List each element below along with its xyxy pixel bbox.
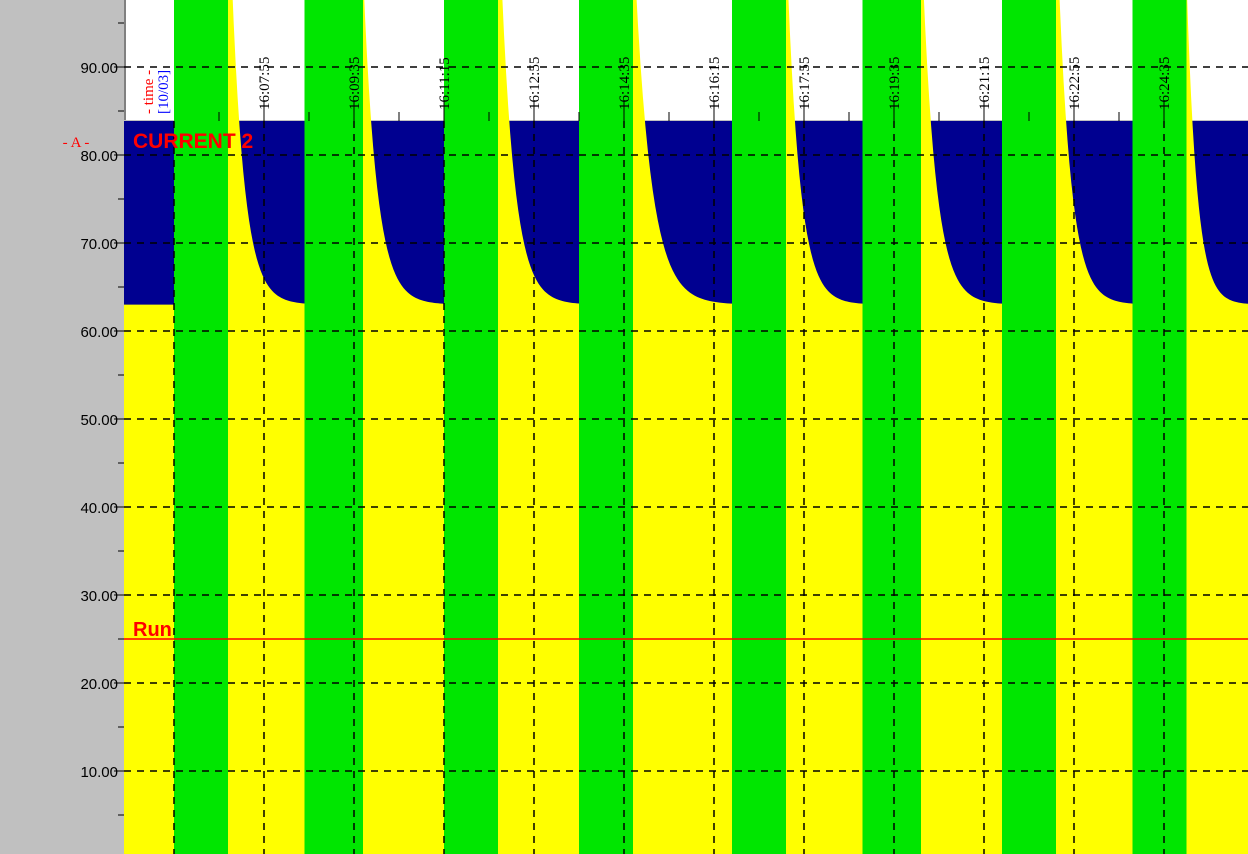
y-axis-tick-labels: 10.00 20.00 30.00 40.00 50.00 60.00 70.00 80.00… (80, 22, 124, 816)
value-axis-ruler[interactable] (0, 121, 122, 854)
y-tick-label: 80.00 (80, 148, 118, 165)
unload-area (124, 0, 1248, 854)
load-bar (304, 0, 363, 854)
x-tick-label: 16:19:35 (887, 57, 903, 110)
grid-lines (124, 66, 1248, 854)
y-axis-unit-label: - A - (63, 135, 90, 151)
threshold-label-run: Run (133, 619, 172, 641)
y-tick-label: 30.00 (80, 588, 118, 605)
x-tick-label: 16:17:55 (797, 57, 813, 110)
threshold-lines: LoadUnloadRun (124, 619, 1248, 641)
load-bar (174, 0, 228, 854)
x-tick-label: 16:14:35 (617, 57, 633, 110)
x-tick-label: 16:24:35 (1157, 57, 1173, 110)
y-tick-label: 50.00 (80, 412, 118, 429)
x-tick-label: 16:16:15 (707, 57, 723, 110)
load-bar (444, 0, 498, 854)
x-tick-label: 16:12:55 (527, 57, 543, 110)
chart-title: CURRENT 2 (133, 130, 253, 153)
y-tick-label: 60.00 (80, 324, 118, 341)
load-bar (732, 0, 786, 854)
x-tick-label: 16:09:35 (347, 57, 363, 110)
x-tick-label: 16:21:15 (977, 57, 993, 110)
date-label: [10/03] (156, 70, 172, 114)
load-bar (862, 0, 921, 854)
y-tick-label: 40.00 (80, 500, 118, 517)
x-tick-label: 16:07:55 (257, 57, 273, 110)
x-tick-label: 16:22:55 (1067, 57, 1083, 110)
ruler-corner (0, 0, 121, 121)
load-series (174, 0, 1187, 854)
y-tick-label: 20.00 (80, 676, 118, 693)
x-tick-label: 16:11:15 (437, 57, 453, 110)
load-bar (579, 0, 633, 854)
y-tick-label: 90.00 (80, 60, 118, 77)
load-bar (1132, 0, 1187, 854)
unload-series (124, 0, 1248, 854)
y-tick-label: 70.00 (80, 236, 118, 253)
x-axis-tick-labels: 16:07:55 16:09:35 16:11:15 16:12:55 16:14:35… (218, 57, 1173, 121)
y-tick-label: 10.00 (80, 764, 118, 781)
time-axis-label: - time - (141, 70, 157, 114)
load-bar (1002, 0, 1056, 854)
